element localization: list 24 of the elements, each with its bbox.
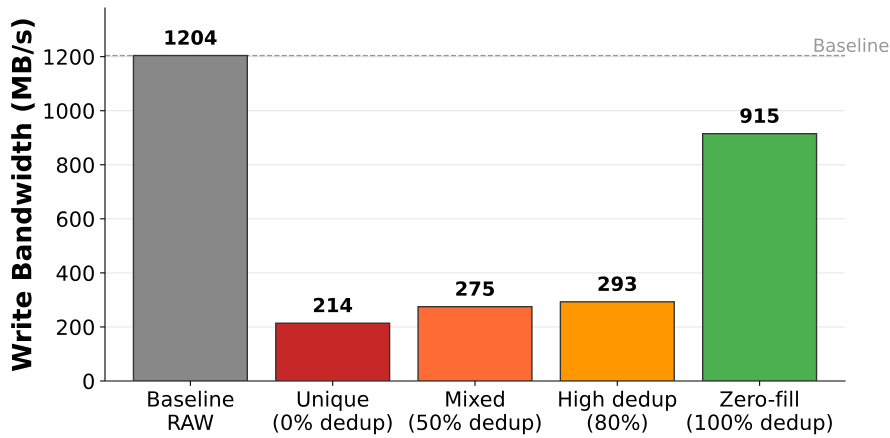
bar — [560, 301, 675, 381]
y-tick-label: 0 — [83, 373, 94, 390]
y-tick-label: 1200 — [44, 49, 94, 65]
bar — [132, 54, 248, 381]
y-tick-label: 400 — [56, 265, 94, 282]
ref-line-label: Baseline — [814, 38, 888, 52]
data-label: 1204 — [166, 30, 217, 45]
x-tick-label: Unique (0% dedup) — [274, 390, 392, 434]
bar — [417, 306, 533, 381]
data-label: 293 — [598, 276, 636, 292]
y-tick-label: 200 — [57, 319, 94, 336]
y-tick-label: 1000 — [44, 103, 94, 119]
data-label: 915 — [740, 108, 779, 123]
y-axis-title: Write Bandwidth (MB/s) — [11, 19, 35, 372]
x-tick-label: Baseline RAW — [148, 390, 234, 430]
bar — [702, 132, 818, 381]
data-label: 275 — [456, 281, 494, 296]
y-tick-label: 600 — [56, 211, 94, 228]
x-tick-label: Mixed (50% dedup) — [409, 390, 541, 434]
y-tick-label: 800 — [56, 157, 94, 173]
x-tick-label: Zero-fill (100% dedup) — [687, 390, 832, 434]
bar — [275, 322, 390, 381]
x-tick-label: High dedup (80%) — [559, 390, 676, 433]
data-label: 214 — [314, 298, 352, 312]
